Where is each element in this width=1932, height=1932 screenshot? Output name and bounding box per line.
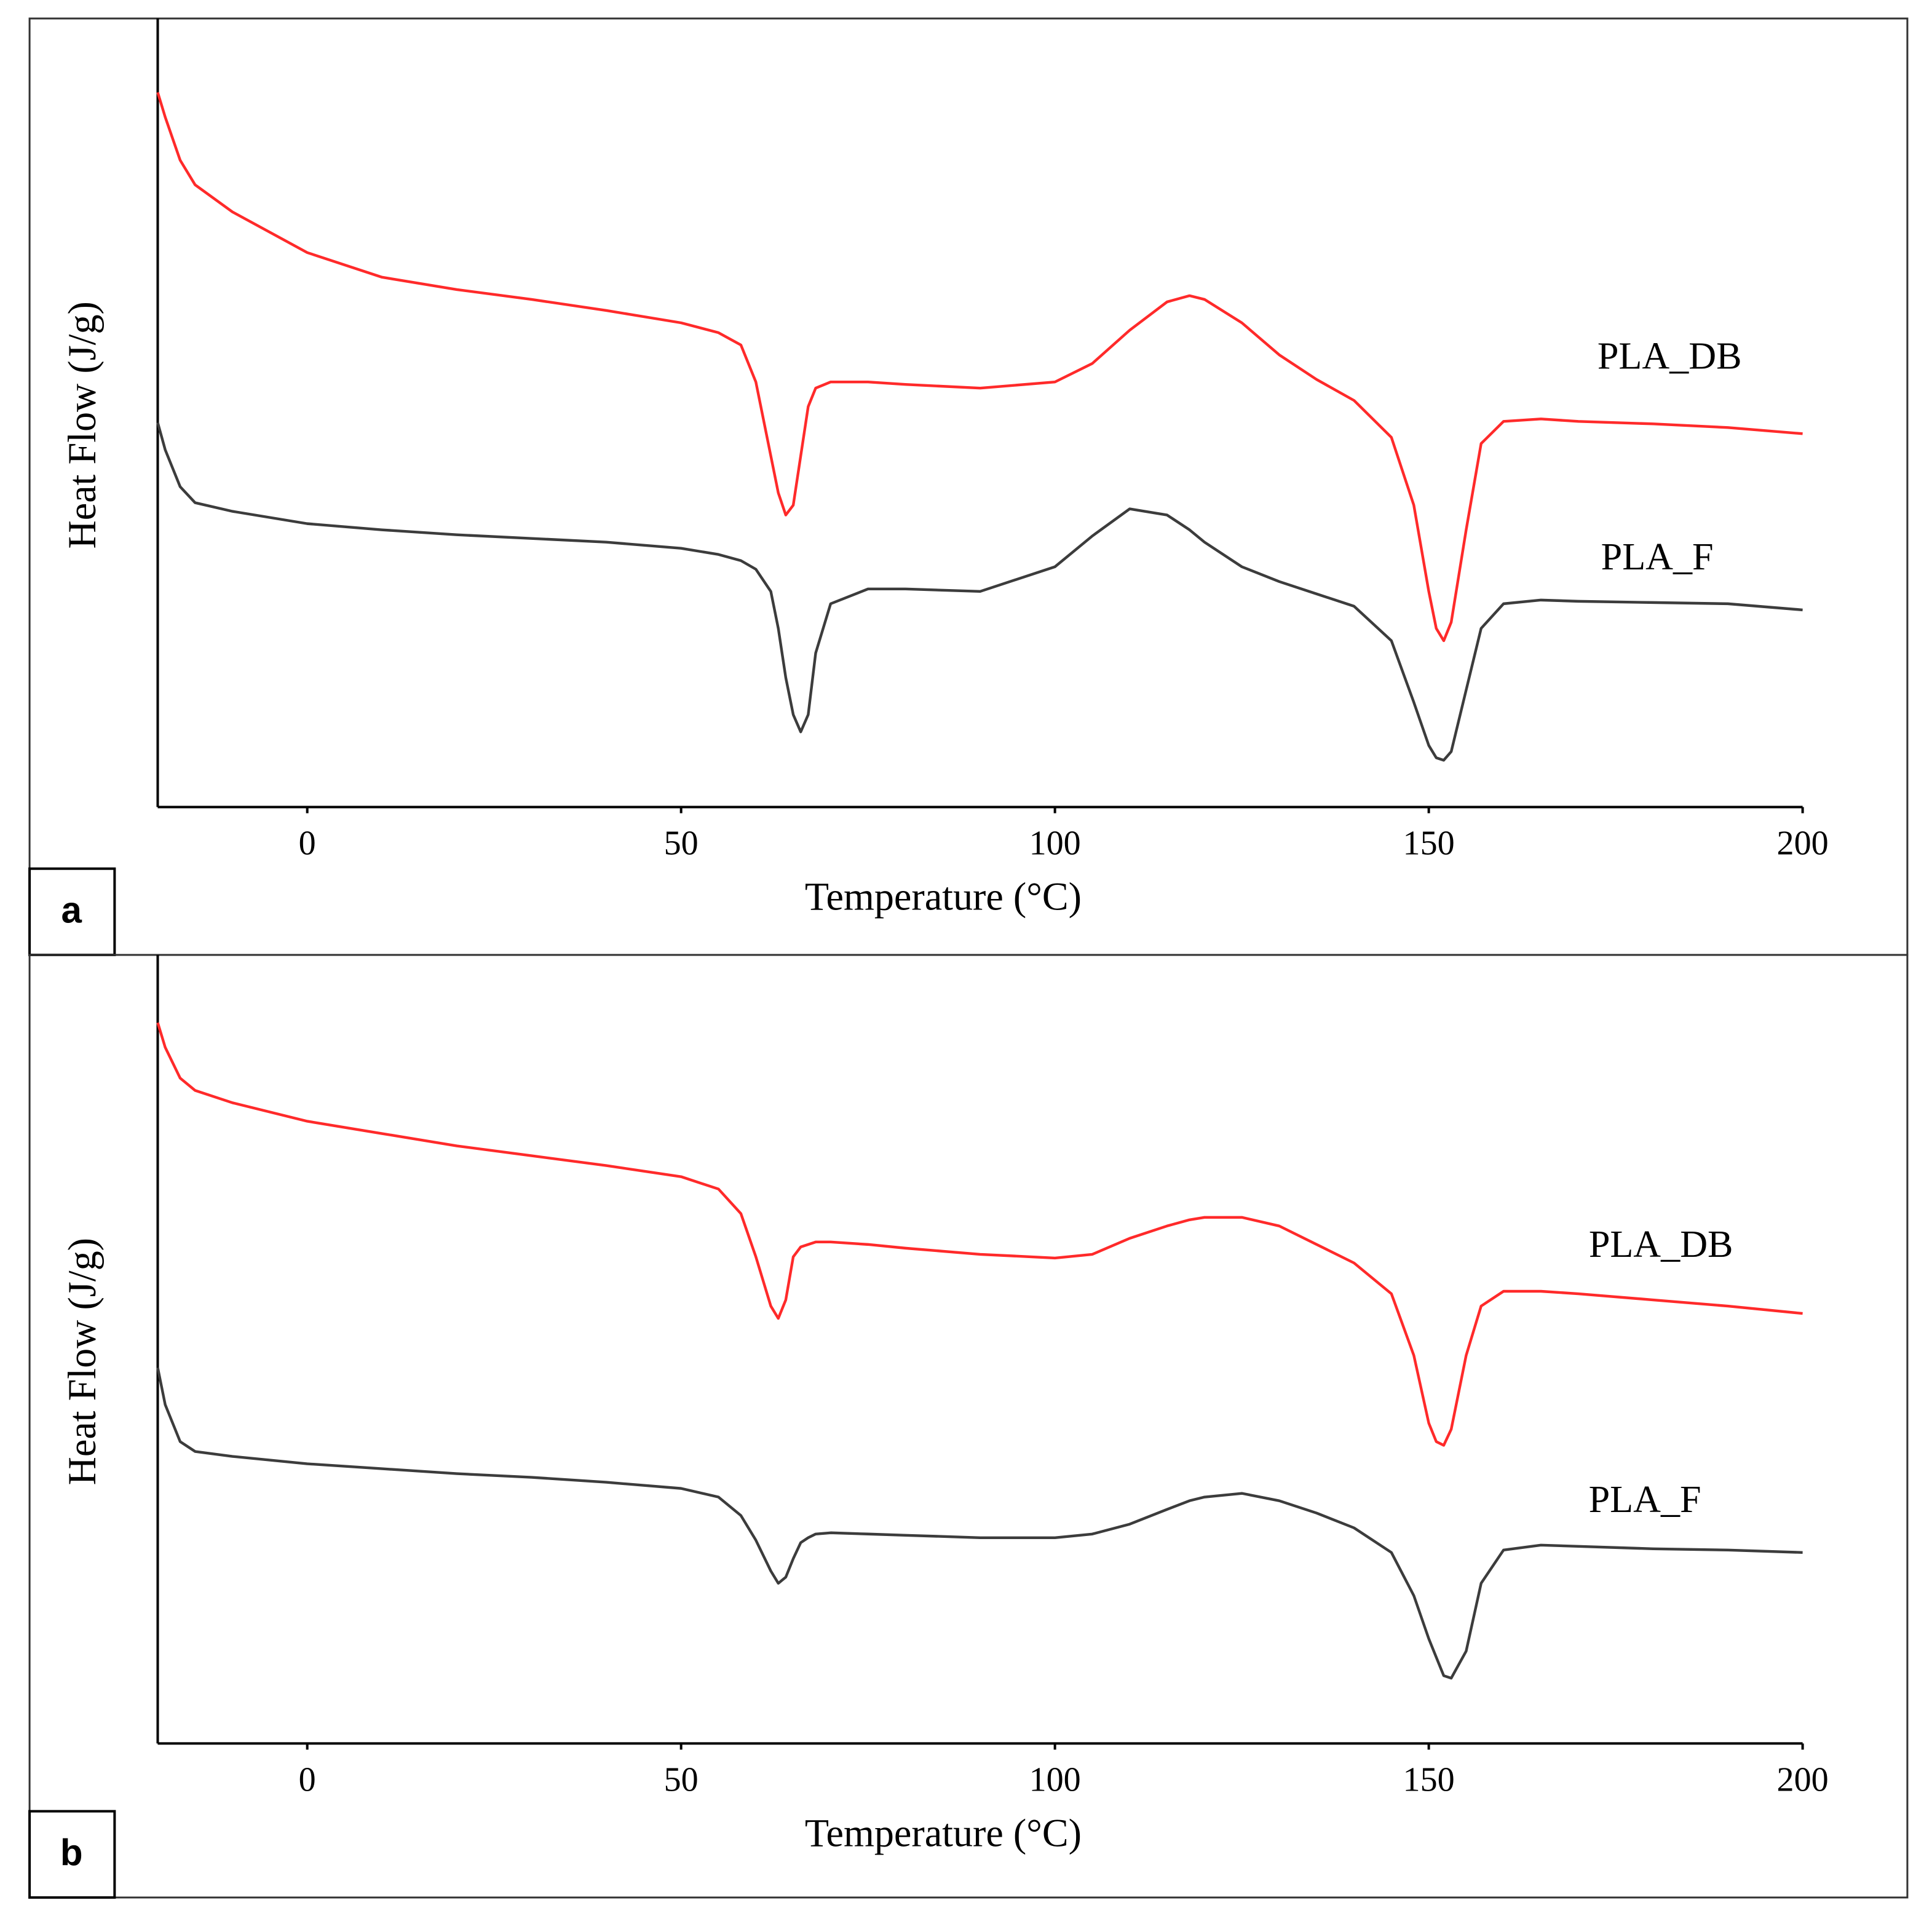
series-line	[156, 92, 1803, 643]
y-axis-label: Heat Flow (J/g)	[60, 301, 104, 548]
series-line	[156, 1022, 1803, 1447]
series-label: PLA_DB	[1597, 335, 1742, 377]
series-line	[156, 1367, 1803, 1680]
series-label: PLA_F	[1601, 536, 1714, 578]
x-tick-label: 0	[299, 825, 316, 863]
panel-frame	[28, 17, 1909, 956]
panel-label-box	[28, 1810, 116, 1899]
x-tick-label: 50	[664, 825, 699, 863]
x-tick-label: 100	[1029, 1760, 1081, 1799]
series-label: PLA_F	[1589, 1479, 1701, 1521]
x-tick-label: 100	[1029, 825, 1081, 863]
panel-label: a	[61, 890, 82, 931]
panel-label-box	[28, 867, 116, 956]
series-label: PLA_DB	[1589, 1224, 1733, 1265]
panel-label: b	[60, 1832, 83, 1874]
x-tick-label: 50	[664, 1760, 699, 1799]
x-tick-label: 150	[1403, 1760, 1455, 1799]
x-tick-label: 150	[1403, 825, 1455, 863]
x-axis-label: Temperature (°C)	[805, 1811, 1082, 1855]
x-tick-label: 0	[299, 1760, 316, 1799]
panel-frame	[28, 954, 1909, 1899]
x-tick-label: 200	[1777, 825, 1829, 863]
y-axis-label: Heat Flow (J/g)	[60, 1238, 104, 1485]
x-tick-label: 200	[1777, 1760, 1829, 1799]
x-axis-label: Temperature (°C)	[805, 875, 1082, 919]
series-line	[156, 422, 1803, 762]
